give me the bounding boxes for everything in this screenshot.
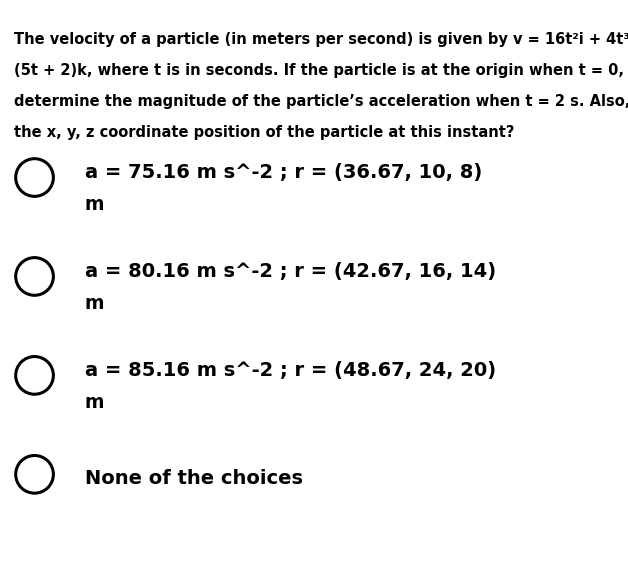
- Ellipse shape: [16, 357, 53, 394]
- Text: m: m: [85, 195, 104, 214]
- Ellipse shape: [16, 456, 53, 493]
- Ellipse shape: [16, 258, 53, 295]
- Text: m: m: [85, 393, 104, 412]
- Text: determine the magnitude of the particle’s acceleration when t = 2 s. Also, what : determine the magnitude of the particle’…: [14, 94, 628, 109]
- Text: m: m: [85, 294, 104, 313]
- Text: a = 80.16 m s^-2 ; r = (42.67, 16, 14): a = 80.16 m s^-2 ; r = (42.67, 16, 14): [85, 262, 496, 281]
- Text: a = 85.16 m s^-2 ; r = (48.67, 24, 20): a = 85.16 m s^-2 ; r = (48.67, 24, 20): [85, 361, 496, 380]
- Text: None of the choices: None of the choices: [85, 469, 303, 488]
- Text: a = 75.16 m s^-2 ; r = (36.67, 10, 8): a = 75.16 m s^-2 ; r = (36.67, 10, 8): [85, 163, 482, 182]
- Ellipse shape: [16, 159, 53, 196]
- Text: (5t + 2)k, where t is in seconds. If the particle is at the origin when t = 0,: (5t + 2)k, where t is in seconds. If the…: [14, 63, 624, 78]
- Text: The velocity of a particle (in meters per second) is given by v = 16t²i + 4t³j +: The velocity of a particle (in meters pe…: [14, 32, 628, 47]
- Text: the x, y, z coordinate position of the particle at this instant?: the x, y, z coordinate position of the p…: [14, 125, 514, 140]
